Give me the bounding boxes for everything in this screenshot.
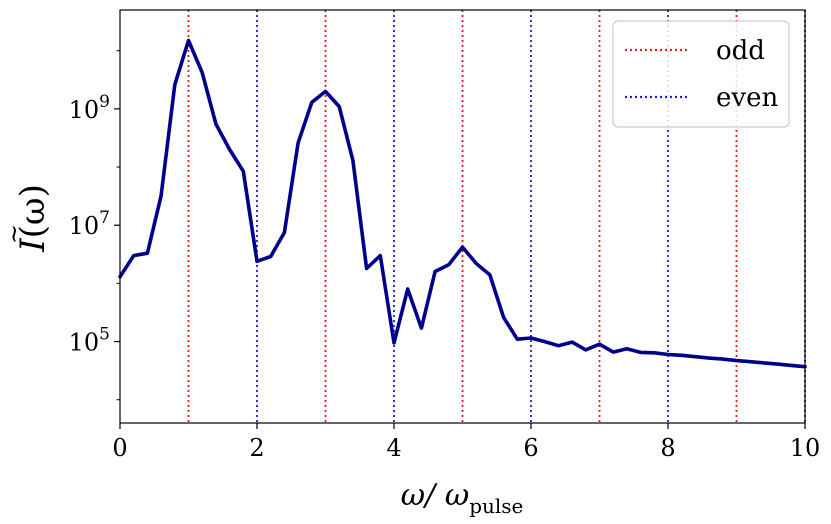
legend: odd even [612, 20, 790, 128]
series-layer [118, 38, 807, 369]
x-axis-label: ω/ ωpulse [401, 478, 524, 518]
y-tick-label-7: 107 [69, 208, 110, 240]
y-axis-label: I(ω) ~ [0, 184, 53, 253]
legend-box [612, 20, 790, 128]
x-tick-label-0: 0 [112, 434, 127, 462]
svg-text:I(ω): I(ω) [13, 184, 53, 253]
legend-label-even: even [716, 83, 778, 113]
y-tick-label-9: 109 [69, 92, 110, 124]
y-tick-label-5: 105 [69, 325, 110, 357]
x-axis-ticks: 0 2 4 6 8 10 [112, 423, 820, 462]
plot-frame [119, 9, 806, 424]
y-axis-ticks: 105 107 109 [69, 50, 120, 401]
x-tick-label-4: 4 [386, 434, 401, 462]
series-line-0 [118, 38, 807, 369]
x-tick-label-2: 2 [249, 434, 264, 462]
legend-label-odd: odd [716, 36, 765, 66]
x-tick-label-6: 6 [523, 434, 538, 462]
tilde-accent: ~ [0, 224, 28, 244]
x-tick-label-8: 8 [660, 434, 675, 462]
x-tick-label-10: 10 [790, 434, 821, 462]
